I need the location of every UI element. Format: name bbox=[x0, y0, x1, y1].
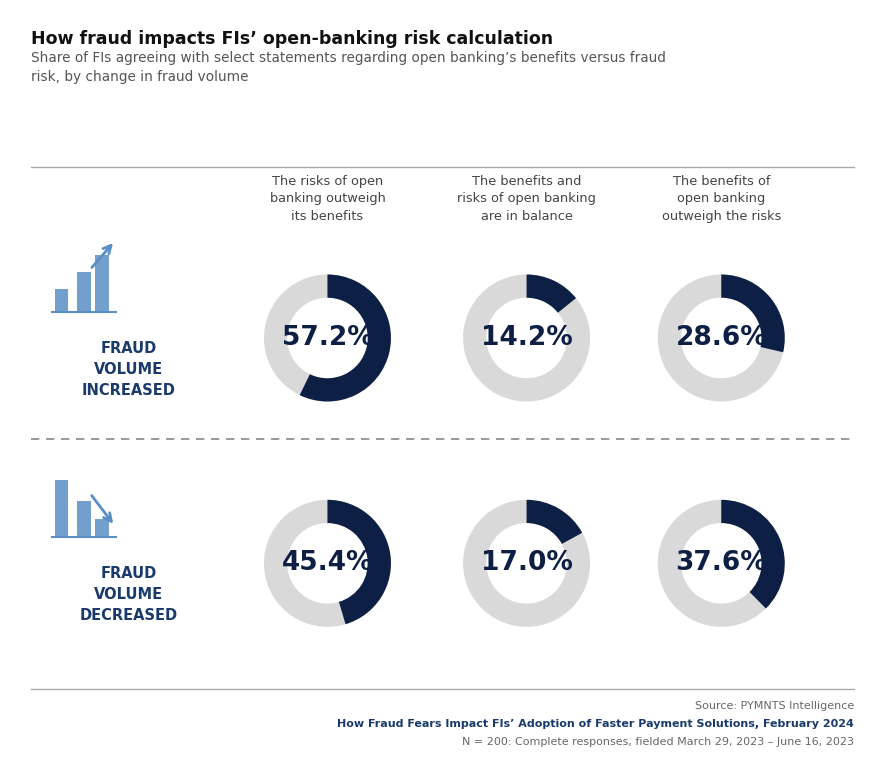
Bar bbox=[96, 519, 109, 536]
Text: How Fraud Fears Impact FIs’ Adoption of Faster Payment Solutions, February 2024: How Fraud Fears Impact FIs’ Adoption of … bbox=[337, 719, 854, 729]
Text: 37.6%: 37.6% bbox=[675, 550, 767, 577]
Bar bbox=[77, 272, 91, 311]
Text: 17.0%: 17.0% bbox=[481, 550, 573, 577]
Text: 45.4%: 45.4% bbox=[281, 550, 373, 577]
Wedge shape bbox=[264, 500, 391, 627]
Wedge shape bbox=[658, 500, 785, 627]
Text: 14.2%: 14.2% bbox=[481, 325, 573, 351]
Text: 28.6%: 28.6% bbox=[675, 325, 767, 351]
Text: The risks of open
banking outweigh
its benefits: The risks of open banking outweigh its b… bbox=[270, 175, 385, 223]
Bar bbox=[77, 501, 91, 536]
Text: How fraud impacts FIs’ open-banking risk calculation: How fraud impacts FIs’ open-banking risk… bbox=[31, 30, 553, 47]
Bar bbox=[55, 480, 68, 536]
Wedge shape bbox=[721, 500, 785, 608]
Wedge shape bbox=[658, 274, 785, 402]
Text: FRAUD
VOLUME
INCREASED: FRAUD VOLUME INCREASED bbox=[81, 340, 175, 398]
Wedge shape bbox=[300, 274, 391, 402]
Text: The benefits of
open banking
outweigh the risks: The benefits of open banking outweigh th… bbox=[662, 175, 781, 223]
Wedge shape bbox=[327, 500, 391, 624]
Wedge shape bbox=[721, 274, 785, 352]
Wedge shape bbox=[264, 274, 391, 402]
Wedge shape bbox=[463, 500, 590, 627]
Wedge shape bbox=[527, 500, 582, 544]
Text: 57.2%: 57.2% bbox=[281, 325, 373, 351]
Wedge shape bbox=[463, 274, 590, 402]
Wedge shape bbox=[527, 274, 576, 312]
Text: The benefits and
risks of open banking
are in balance: The benefits and risks of open banking a… bbox=[458, 175, 596, 223]
Bar bbox=[55, 289, 68, 311]
Text: Source: PYMNTS Intelligence: Source: PYMNTS Intelligence bbox=[695, 701, 854, 711]
Text: FRAUD
VOLUME
DECREASED: FRAUD VOLUME DECREASED bbox=[80, 566, 177, 623]
Text: Share of FIs agreeing with select statements regarding open banking’s benefits v: Share of FIs agreeing with select statem… bbox=[31, 51, 666, 84]
Bar bbox=[96, 255, 109, 311]
Text: N = 200: Complete responses, fielded March 29, 2023 – June 16, 2023: N = 200: Complete responses, fielded Mar… bbox=[462, 737, 854, 747]
